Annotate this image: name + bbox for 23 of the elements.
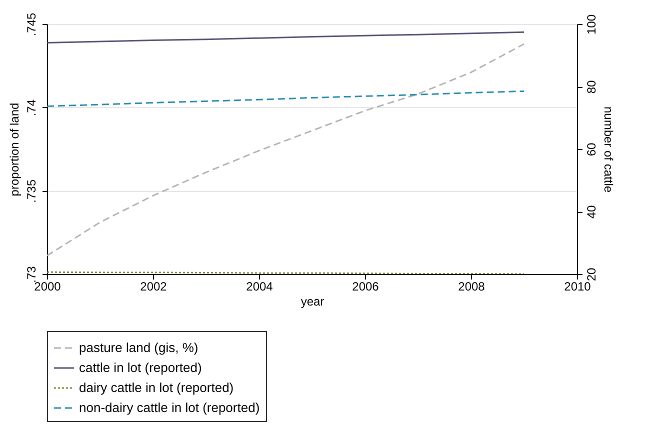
y-tick-label: .735 <box>24 179 38 203</box>
y2-tick-label: 80 <box>584 80 598 94</box>
legend-label: cattle in lot (reported) <box>79 360 202 375</box>
y2-tick-label: 40 <box>584 205 598 219</box>
x-tick-label: 2006 <box>352 280 380 294</box>
line-series <box>47 31 525 44</box>
line-series <box>47 90 525 107</box>
legend-label: non-dairy cattle in lot (reported) <box>79 400 260 415</box>
y-tick-label: .74 <box>24 99 38 116</box>
x-tick-label: 2002 <box>140 280 168 294</box>
x-tick-label: 2010 <box>564 280 592 294</box>
y-tick-label: .745 <box>24 12 38 36</box>
y2-tick-label: 100 <box>584 14 598 35</box>
legend-label: dairy cattle in lot (reported) <box>79 380 234 395</box>
x-tick-label: 2008 <box>458 280 486 294</box>
line-series <box>47 43 525 256</box>
y2-axis-title: number of cattle <box>602 106 616 193</box>
y-axis-title: proportion of land <box>8 102 22 196</box>
x-tick-label: 2004 <box>246 280 274 294</box>
x-axis-title: year <box>300 294 324 308</box>
legend-label: pasture land (gis, %) <box>79 340 198 355</box>
y2-tick-label: 60 <box>584 142 598 156</box>
y2-tick-label: 20 <box>584 268 598 282</box>
